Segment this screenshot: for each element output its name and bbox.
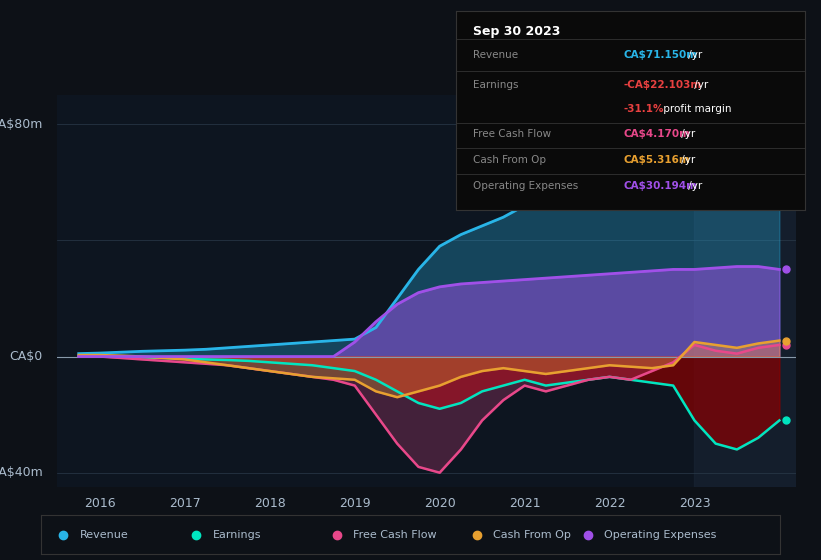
Text: Cash From Op: Cash From Op xyxy=(493,530,571,540)
Text: profit margin: profit margin xyxy=(660,104,732,114)
Text: /yr: /yr xyxy=(690,80,708,90)
Text: CA$4.170m: CA$4.170m xyxy=(623,129,690,139)
Text: Revenue: Revenue xyxy=(80,530,128,540)
Text: Operating Expenses: Operating Expenses xyxy=(473,181,578,191)
Text: -31.1%: -31.1% xyxy=(623,104,663,114)
Text: Revenue: Revenue xyxy=(473,50,518,60)
Text: CA$80m: CA$80m xyxy=(0,118,43,130)
Text: Cash From Op: Cash From Op xyxy=(473,155,546,165)
Text: Earnings: Earnings xyxy=(213,530,261,540)
Text: Earnings: Earnings xyxy=(473,80,519,90)
Text: -CA$22.103m: -CA$22.103m xyxy=(623,80,701,90)
Text: CA$71.150m: CA$71.150m xyxy=(623,50,697,60)
Text: -CA$40m: -CA$40m xyxy=(0,466,43,479)
Text: CA$30.194m: CA$30.194m xyxy=(623,181,697,191)
Text: /yr: /yr xyxy=(678,129,695,139)
Text: Operating Expenses: Operating Expenses xyxy=(604,530,717,540)
Text: /yr: /yr xyxy=(678,155,695,165)
Text: /yr: /yr xyxy=(685,181,702,191)
Text: Free Cash Flow: Free Cash Flow xyxy=(473,129,551,139)
Text: CA$5.316m: CA$5.316m xyxy=(623,155,690,165)
Bar xyxy=(695,95,805,487)
Text: CA$0: CA$0 xyxy=(10,350,43,363)
Text: Sep 30 2023: Sep 30 2023 xyxy=(473,25,561,38)
Text: /yr: /yr xyxy=(685,50,702,60)
Text: Free Cash Flow: Free Cash Flow xyxy=(353,530,437,540)
